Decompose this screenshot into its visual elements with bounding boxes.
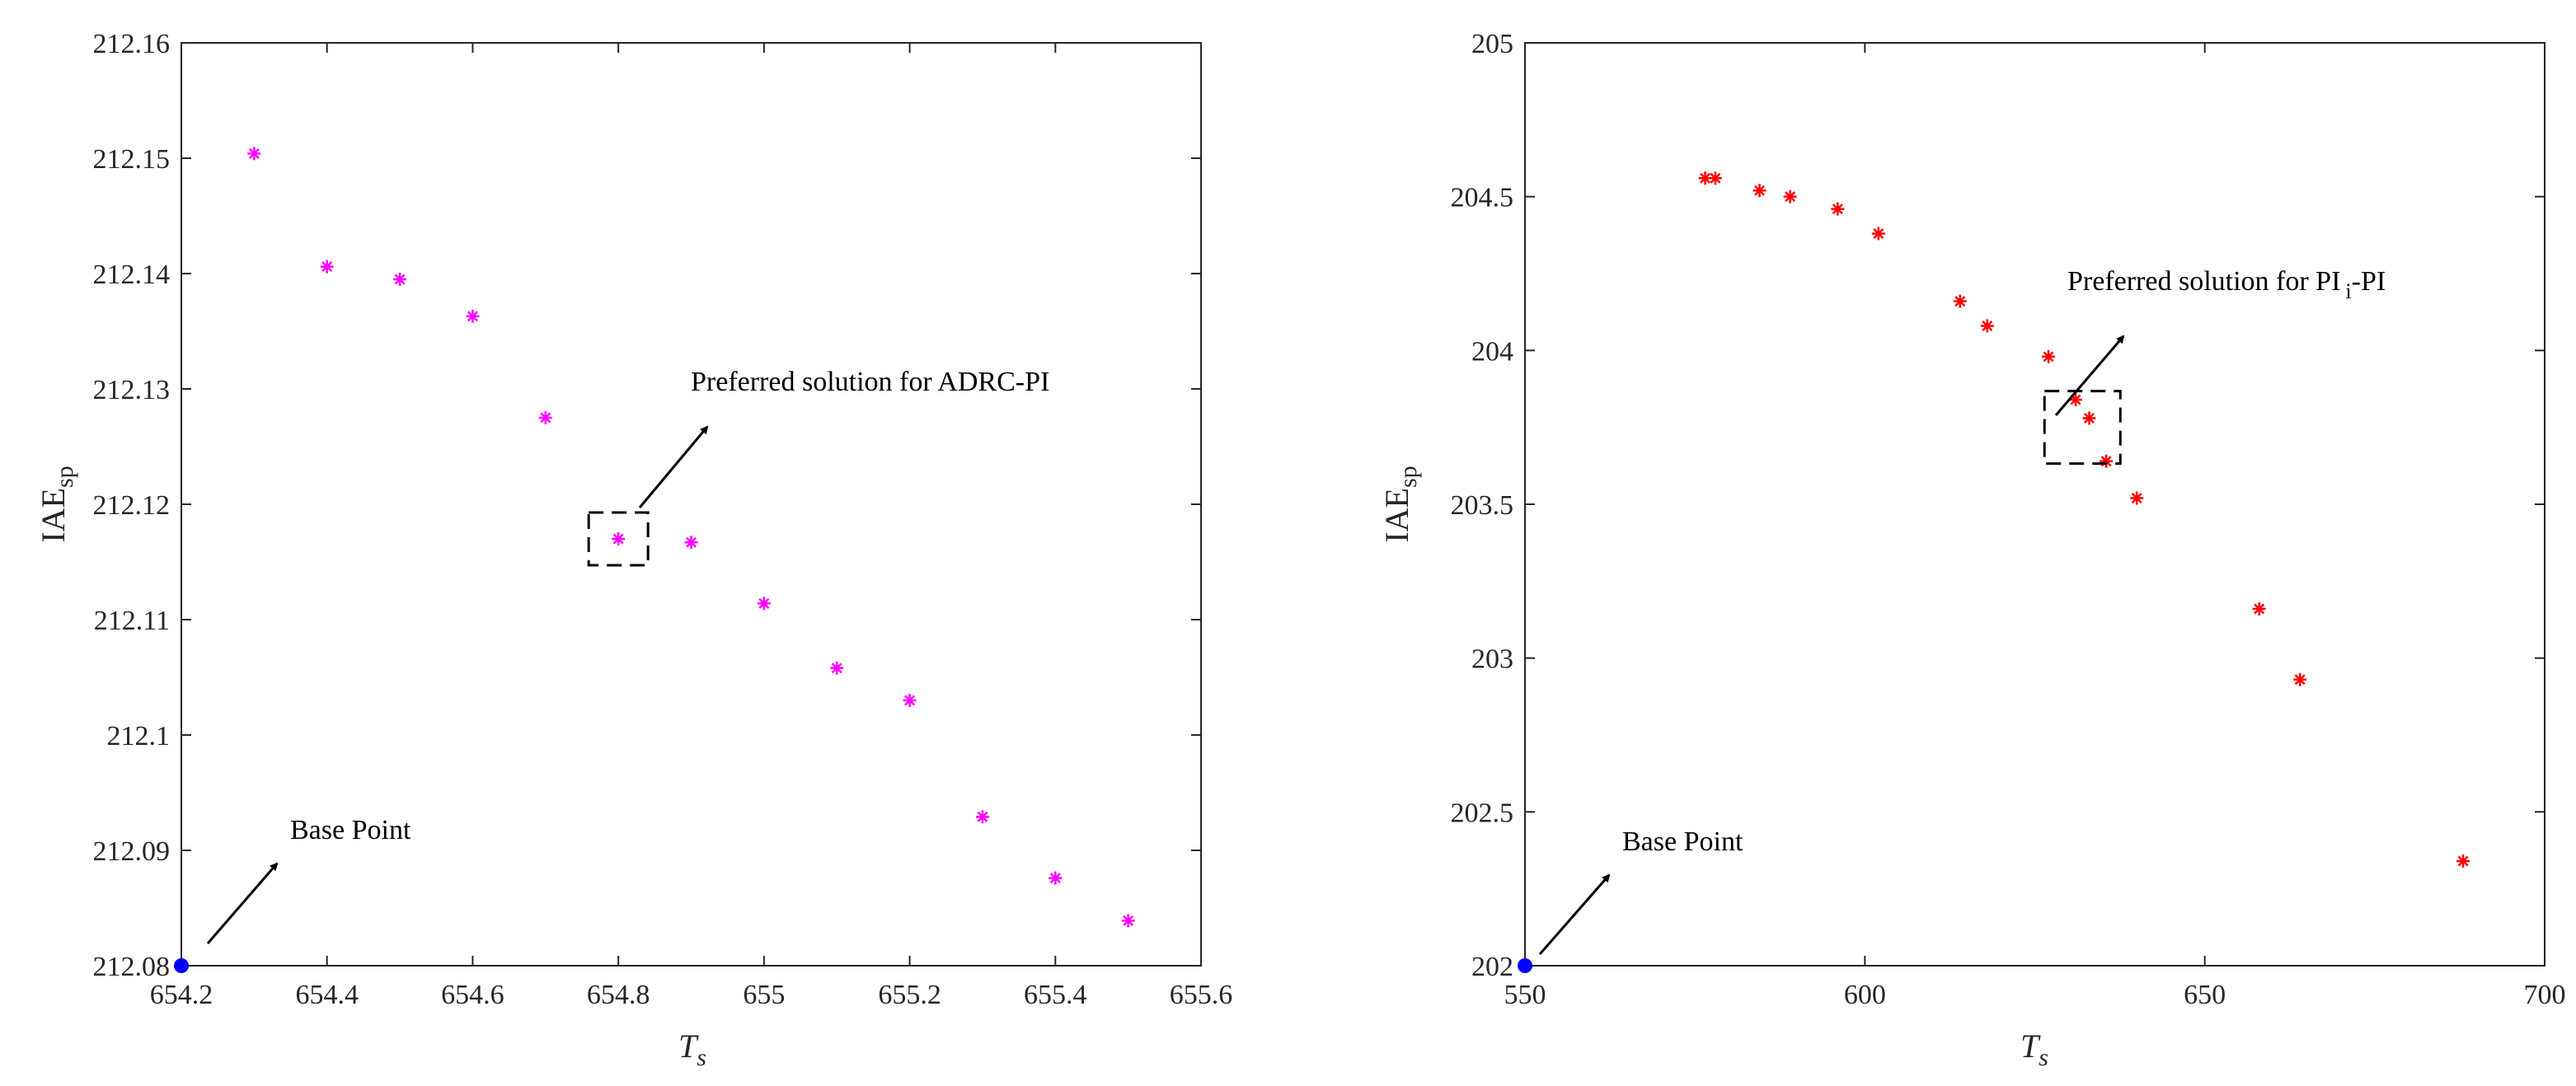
data-point xyxy=(1049,871,1063,885)
preferred-label-right: Preferred solution for PI i-PI xyxy=(2067,266,2386,303)
y-tick-label: 203 xyxy=(1471,644,1513,675)
y-tick-label: 204.5 xyxy=(1451,183,1514,213)
data-point xyxy=(538,411,552,424)
x-tick-label: 655 xyxy=(743,980,785,1010)
plot-area-right xyxy=(1524,42,2546,967)
data-point xyxy=(1953,294,1967,308)
y-axis-label-right: IAEsp xyxy=(1378,466,1422,542)
base-point-marker xyxy=(1518,958,1532,973)
y-tick-label: 212.13 xyxy=(93,375,171,405)
y-tick-label: 202 xyxy=(1471,952,1513,982)
data-point xyxy=(1121,914,1135,928)
preferred-box-right xyxy=(2043,390,2122,466)
y-tick-label: 202.5 xyxy=(1451,798,1514,828)
base-point-label-left: Base Point xyxy=(290,815,411,845)
y-tick-labels-right: 202 202.5 203 203.5 204 204.5 205 xyxy=(1451,29,1514,982)
base-point-arrow-right xyxy=(1538,873,1611,955)
base-point-marker xyxy=(174,958,189,973)
data-point xyxy=(247,147,261,161)
y-tick-label: 203.5 xyxy=(1451,490,1514,521)
preferred-arrow-right xyxy=(2054,335,2125,416)
y-tick-label: 212.12 xyxy=(93,490,171,521)
preferred-box-outline xyxy=(587,511,650,567)
y-tick-label: 212.1 xyxy=(107,721,171,751)
base-point-arrow-left xyxy=(206,862,279,944)
data-point xyxy=(2041,349,2055,363)
y-tick-labels-left: 212.08 212.09 212.1 212.11 212.12 212.13 212.1… xyxy=(93,29,171,982)
tick-marks-right xyxy=(1524,42,2546,967)
data-point xyxy=(975,810,989,824)
data-point xyxy=(1871,227,1885,241)
y-tick-label: 212.11 xyxy=(94,606,170,636)
preferred-label-left: Preferred solution for ADRC-PI xyxy=(691,367,1049,397)
data-point xyxy=(1783,190,1797,204)
data-point xyxy=(2293,672,2307,686)
y-tick-label: 212.16 xyxy=(93,29,171,59)
x-tick-labels-left: 654.2 654.4 654.6 654.8 655 655.2 655.4 655.6 xyxy=(150,980,1233,1010)
y-tick-label: 212.09 xyxy=(93,836,171,867)
data-point xyxy=(830,661,844,675)
y-tick-label: 212.14 xyxy=(93,260,171,290)
x-tick-label: 655.4 xyxy=(1024,980,1087,1010)
data-point xyxy=(2082,411,2096,425)
x-tick-label: 650 xyxy=(2184,980,2226,1010)
x-tick-label: 700 xyxy=(2524,980,2566,1010)
data-point xyxy=(1831,202,1845,216)
points-left xyxy=(174,147,1135,973)
y-tick-label: 212.08 xyxy=(93,952,171,982)
y-tick-label: 205 xyxy=(1471,29,1513,59)
y-axis-label-left: IAEsp xyxy=(35,466,78,542)
data-point xyxy=(2456,854,2470,868)
data-point xyxy=(1753,184,1767,198)
preferred-arrow-left xyxy=(638,425,709,508)
data-point xyxy=(1698,171,1712,185)
points-right xyxy=(1518,171,2470,973)
x-tick-label: 655.6 xyxy=(1170,980,1233,1010)
x-tick-label: 655.2 xyxy=(878,980,941,1010)
x-tick-label: 654.4 xyxy=(295,980,359,1010)
tick-marks-left xyxy=(181,42,1202,967)
x-axis-label-left: Ts xyxy=(678,1027,706,1071)
x-tick-label: 654.8 xyxy=(587,980,650,1010)
x-tick-labels-right: 550 600 650 700 xyxy=(1504,980,2566,1010)
x-tick-label: 550 xyxy=(1504,980,1546,1010)
data-point xyxy=(684,536,698,550)
x-tick-label: 654.2 xyxy=(150,980,213,1010)
chart-right: 550 600 650 700 202 202.5 203 203.5 204 204.5 205… xyxy=(1378,29,2566,1071)
data-point xyxy=(320,260,334,274)
y-tick-label: 212.15 xyxy=(93,144,171,175)
data-point xyxy=(393,273,407,286)
data-point xyxy=(1980,319,1994,333)
x-tick-label: 600 xyxy=(1844,980,1886,1010)
data-point xyxy=(757,597,771,611)
data-point xyxy=(466,309,480,323)
data-point xyxy=(612,532,626,545)
data-point xyxy=(903,694,917,707)
x-axis-label-right: Ts xyxy=(2020,1027,2048,1071)
base-point-label-right: Base Point xyxy=(1622,826,1743,857)
data-point xyxy=(2130,491,2144,505)
x-tick-label: 654.6 xyxy=(441,980,504,1010)
preferred-box-outline xyxy=(2043,390,2122,466)
preferred-box-left xyxy=(587,511,650,567)
y-tick-label: 204 xyxy=(1471,336,1513,367)
plot-area-left xyxy=(181,42,1202,967)
data-point xyxy=(1708,171,1722,185)
chart-left: 654.2 654.4 654.6 654.8 655 655.2 655.4 655.6 2… xyxy=(35,29,1232,1071)
data-point xyxy=(2252,602,2266,616)
